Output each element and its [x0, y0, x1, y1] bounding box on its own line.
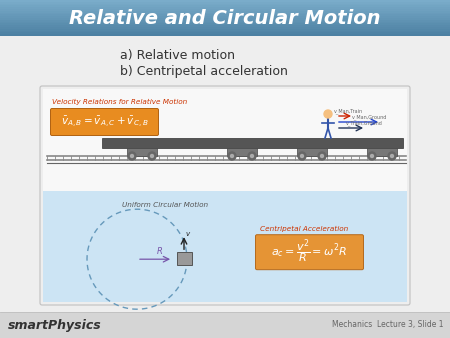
Text: Relative and Circular Motion: Relative and Circular Motion [69, 8, 381, 27]
Bar [0, 2, 450, 4]
Circle shape [150, 154, 153, 158]
Bar [0, 23, 450, 25]
Circle shape [318, 152, 326, 160]
Bar [0, 22, 450, 23]
Text: Mechanics  Lecture 3, Slide 1: Mechanics Lecture 3, Slide 1 [333, 320, 444, 330]
Bar [0, 34, 450, 36]
FancyBboxPatch shape [256, 235, 364, 270]
Circle shape [301, 154, 303, 158]
Bar [43, 191, 407, 302]
Bar [0, 0, 450, 2]
Bar [0, 29, 450, 31]
Bar [0, 20, 450, 22]
Circle shape [368, 152, 376, 160]
Bar [0, 31, 450, 32]
Text: v_Man,Ground: v_Man,Ground [352, 114, 387, 120]
Circle shape [324, 110, 332, 118]
Circle shape [228, 152, 236, 160]
Bar [0, 312, 450, 338]
Circle shape [248, 152, 256, 160]
Bar [0, 16, 450, 18]
Bar [127, 148, 157, 156]
Bar [0, 7, 450, 9]
Text: v: v [186, 231, 190, 237]
Circle shape [128, 152, 136, 160]
Circle shape [388, 152, 396, 160]
Text: Uniform Circular Motion: Uniform Circular Motion [122, 202, 208, 208]
Text: v_Man,Train: v_Man,Train [334, 108, 363, 114]
Bar [297, 148, 327, 156]
Text: b) Centripetal acceleration: b) Centripetal acceleration [120, 66, 288, 78]
Circle shape [370, 154, 373, 158]
Bar [43, 89, 407, 191]
Text: v_Train,Ground: v_Train,Ground [346, 120, 383, 126]
Circle shape [251, 154, 253, 158]
Text: Centripetal Acceleration: Centripetal Acceleration [260, 226, 348, 232]
Circle shape [298, 152, 306, 160]
Bar [0, 25, 450, 27]
Bar [0, 32, 450, 34]
Text: $a_c = \dfrac{v^2}{R} = \omega^2 R$: $a_c = \dfrac{v^2}{R} = \omega^2 R$ [271, 238, 347, 266]
FancyBboxPatch shape [176, 252, 192, 265]
Text: $\bar{v}_{A,B} = \bar{v}_{A,C} + \bar{v}_{C,B}$: $\bar{v}_{A,B} = \bar{v}_{A,C} + \bar{v}… [61, 114, 148, 129]
Bar [0, 9, 450, 11]
Bar [102, 138, 403, 148]
Bar [227, 148, 257, 156]
Bar [0, 4, 450, 5]
Circle shape [391, 154, 393, 158]
Bar [0, 15, 450, 16]
FancyBboxPatch shape [50, 108, 158, 136]
Bar [0, 13, 450, 15]
Circle shape [130, 154, 134, 158]
Bar [0, 18, 450, 20]
Text: smartPhysics: smartPhysics [8, 318, 102, 332]
Bar [0, 27, 450, 29]
Bar [0, 11, 450, 13]
Text: R: R [157, 247, 163, 256]
Circle shape [148, 152, 156, 160]
Text: a) Relative motion: a) Relative motion [120, 49, 235, 63]
Text: Velocity Relations for Relative Motion: Velocity Relations for Relative Motion [52, 99, 187, 105]
Bar [0, 36, 450, 312]
Circle shape [230, 154, 234, 158]
Bar [0, 5, 450, 7]
Bar [367, 148, 397, 156]
Circle shape [320, 154, 324, 158]
